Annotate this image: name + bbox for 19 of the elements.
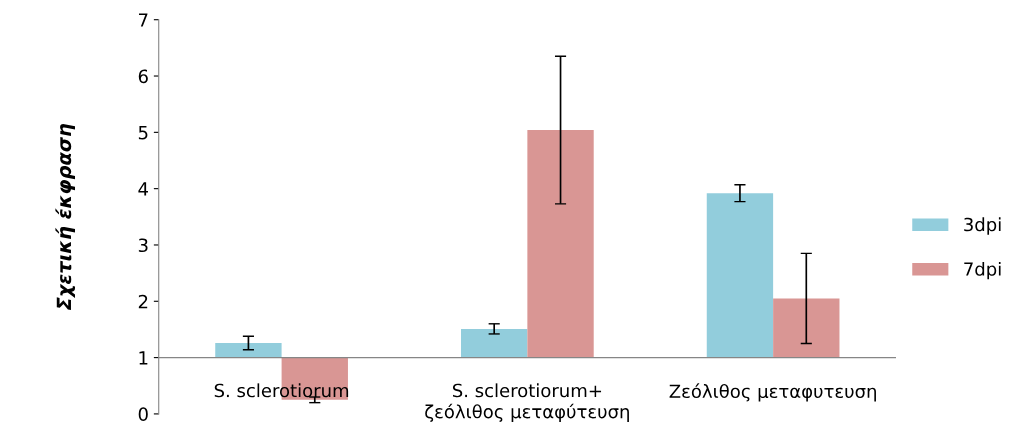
y-tick-label: 7 (138, 13, 148, 27)
y-tick-label: 3 (138, 238, 148, 253)
y-tick-label: 6 (138, 69, 148, 84)
y-tick-label: 2 (138, 294, 148, 309)
bar (461, 328, 528, 358)
y-tick-label: 4 (138, 182, 148, 196)
legend-label: 7dpi (964, 261, 1001, 280)
legend-label: 3dpi (964, 217, 1001, 235)
bar (706, 193, 774, 358)
x-tick-label: S. sclerotiorum+ ζεόλιθος μεταφύτευση (425, 383, 629, 422)
bar (215, 342, 282, 358)
bar (773, 298, 840, 358)
y-axis-title: Σχετική έκφραση (55, 124, 76, 310)
y-tick-label: 1 (139, 351, 148, 365)
y-tick-label: 5 (138, 126, 148, 140)
x-tick-label: S. sclerotiorum (214, 383, 349, 398)
x-tick-label: Ζεόλιθος μεταφυτευση (669, 383, 876, 402)
y-tick-label: 0 (138, 407, 148, 422)
bar (527, 130, 594, 358)
